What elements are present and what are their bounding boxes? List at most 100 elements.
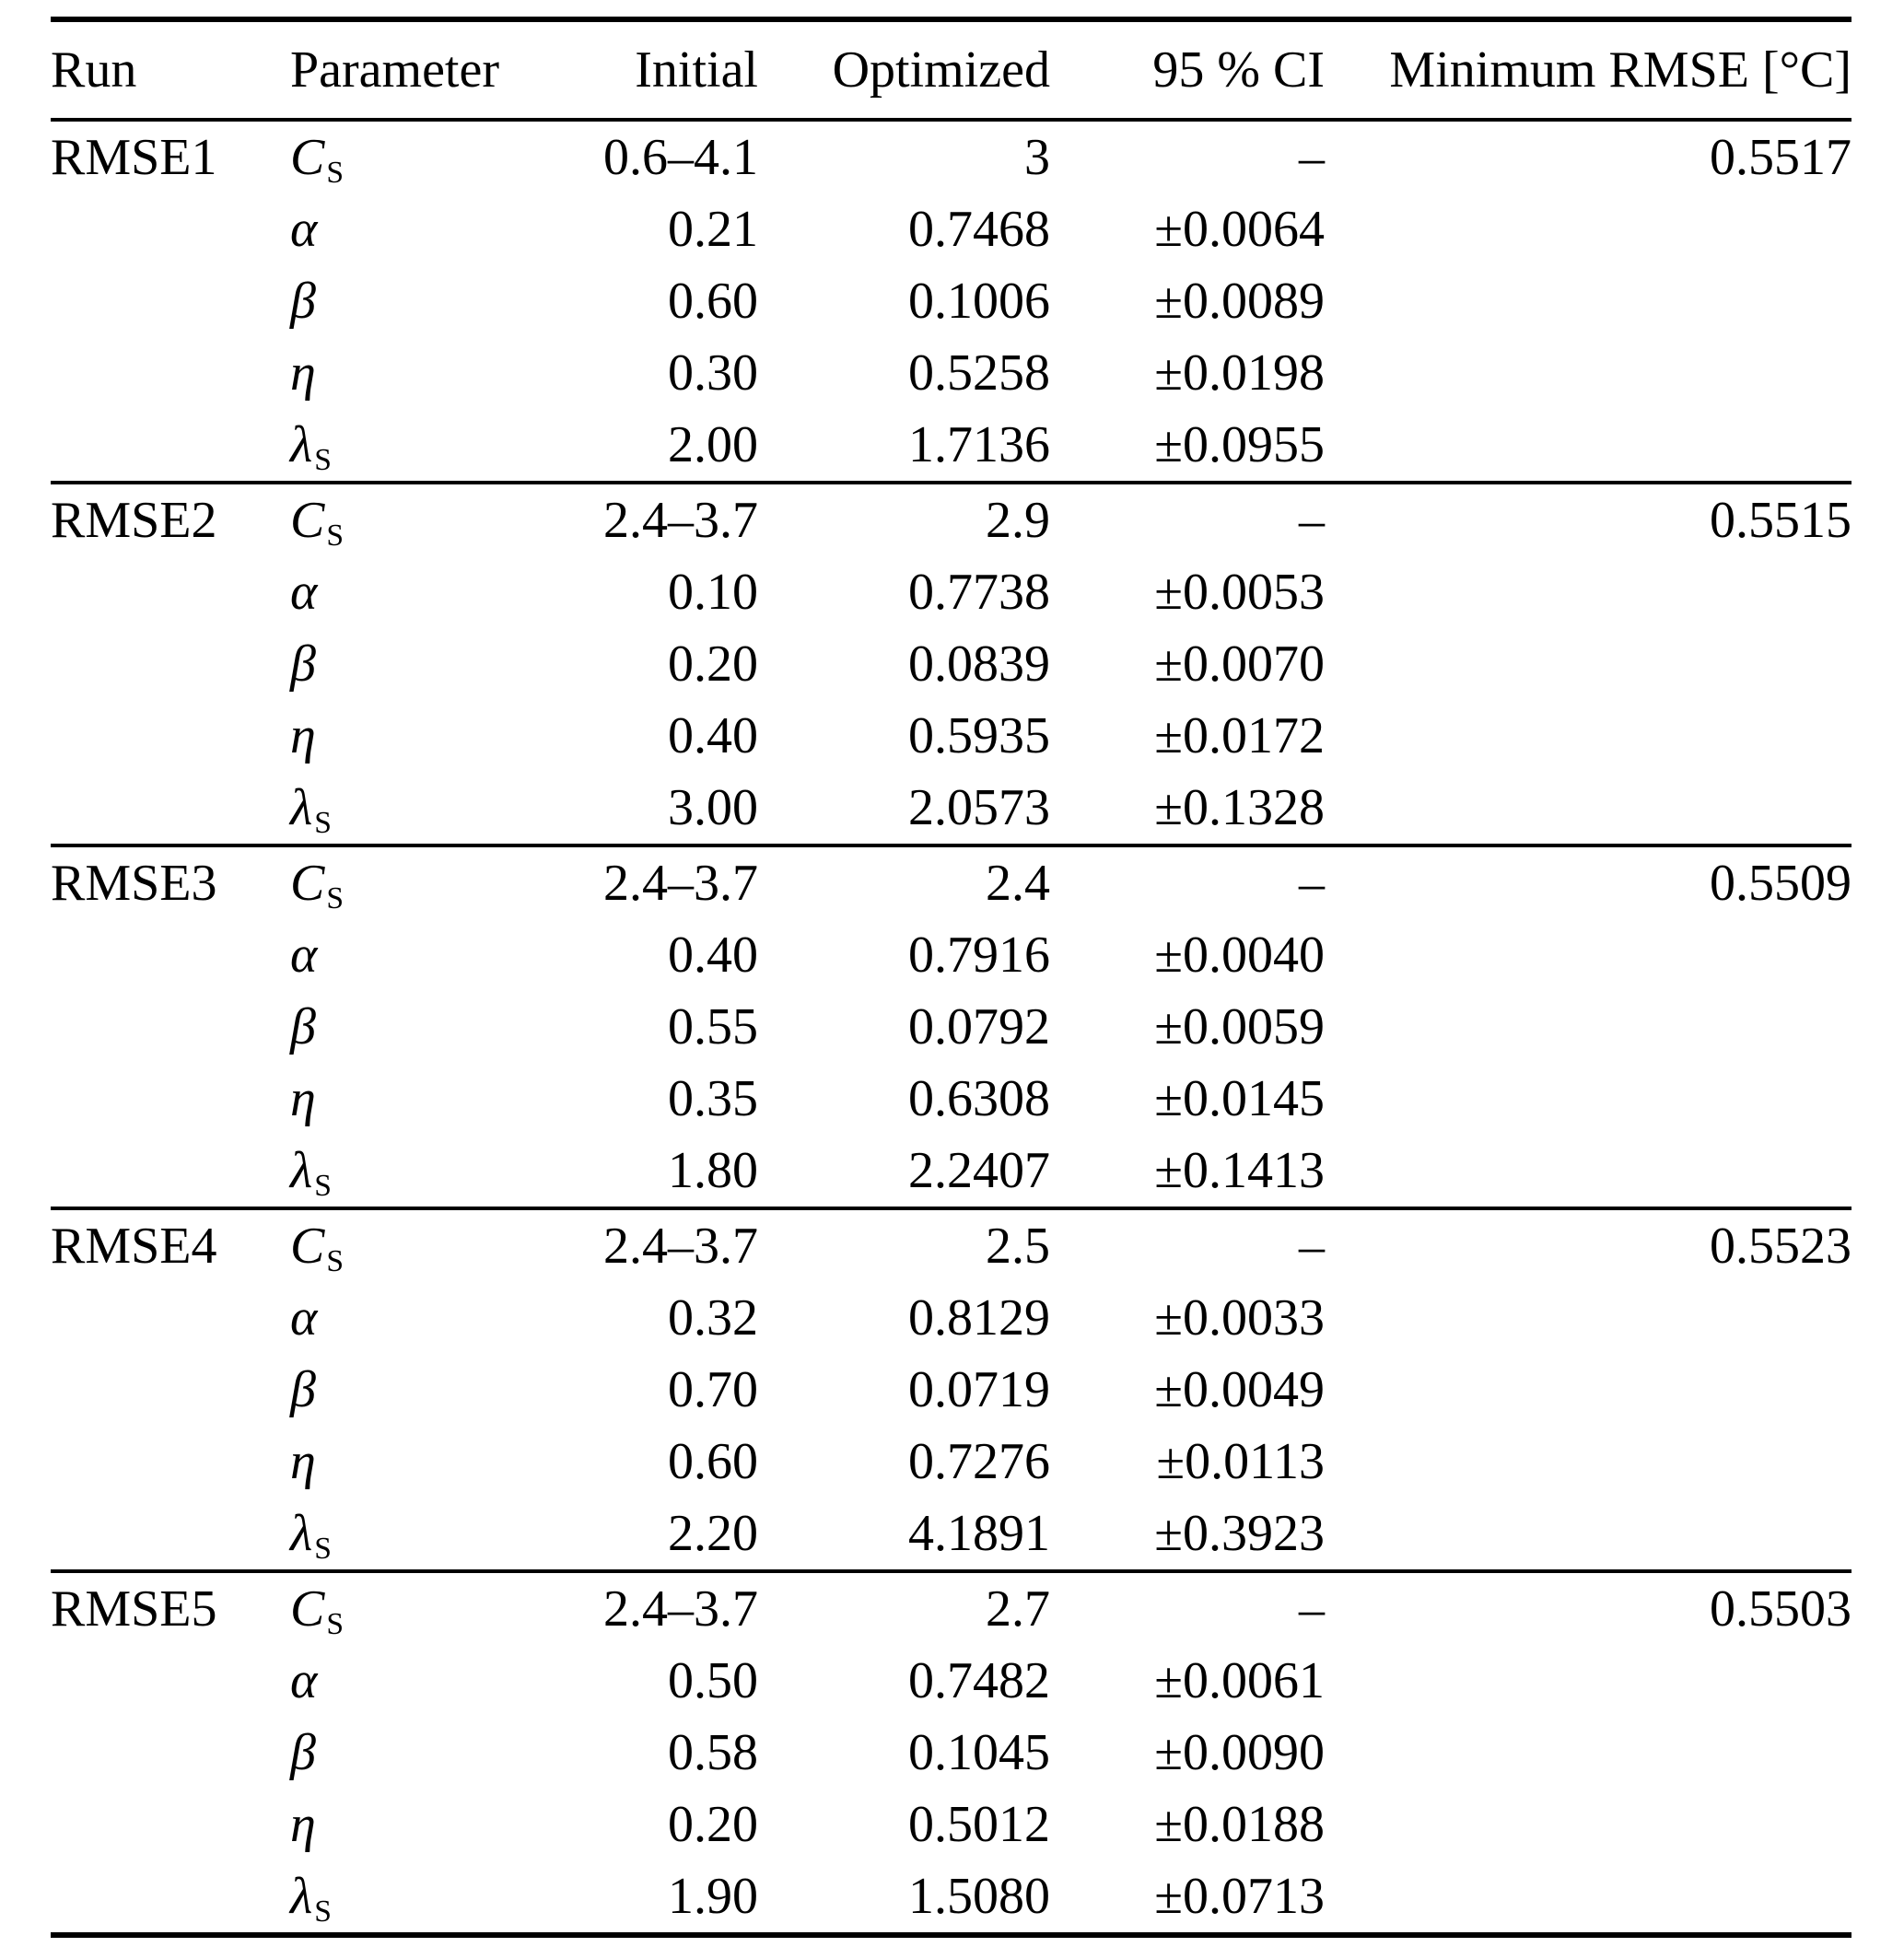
cell-min-rmse: 0.5503 xyxy=(1710,1580,1851,1638)
cell-ci: ±0.0089 xyxy=(1154,273,1325,330)
cell-ci: ±0.0053 xyxy=(1154,564,1325,621)
table-row: β 0.70 0.0719 ±0.0049 xyxy=(51,1354,1851,1426)
table-row: η 0.35 0.6308 ±0.0145 xyxy=(51,1063,1851,1135)
cell-ci: ±0.0145 xyxy=(1154,1070,1325,1127)
cell-optimized: 0.7482 xyxy=(908,1652,1050,1709)
cell-ci: – xyxy=(1299,129,1325,186)
cell-parameter: λS xyxy=(290,419,520,476)
cell-min-rmse: 0.5515 xyxy=(1710,492,1851,549)
cell-run: RMSE5 xyxy=(51,1580,217,1638)
table-row: RMSE2 CS 2.4–3.7 2.9 – 0.5515 xyxy=(51,484,1851,556)
header-rule xyxy=(51,118,1851,122)
cell-initial: 0.40 xyxy=(668,707,758,764)
table-row: η 0.30 0.5258 ±0.0198 xyxy=(51,337,1851,409)
cell-initial: 0.20 xyxy=(668,635,758,693)
cell-parameter: η xyxy=(290,1799,520,1850)
header-optimized: Optimized xyxy=(832,41,1050,99)
parameter-symbol: α xyxy=(290,1652,318,1709)
parameter-symbol: η xyxy=(290,1070,316,1127)
cell-ci: – xyxy=(1299,855,1325,912)
cell-parameter: η xyxy=(290,1073,520,1125)
cell-optimized: 0.0839 xyxy=(908,635,1050,693)
cell-run: RMSE1 xyxy=(51,129,217,186)
cell-initial: 0.32 xyxy=(668,1289,758,1347)
cell-parameter: λS xyxy=(290,1868,520,1928)
table-row: β 0.20 0.0839 ±0.0070 xyxy=(51,628,1851,700)
table-row: α 0.40 0.7916 ±0.0040 xyxy=(51,919,1851,991)
parameter-symbol: η xyxy=(290,1433,316,1490)
cell-initial: 1.80 xyxy=(668,1142,758,1199)
parameter-symbol: λ xyxy=(290,1868,313,1925)
cell-optimized: 0.7468 xyxy=(908,201,1050,258)
parameter-symbol: α xyxy=(290,201,318,258)
table-row: λS 3.00 2.0573 ±0.1328 xyxy=(51,772,1851,844)
parameter-symbol: β xyxy=(290,1361,316,1418)
cell-initial: 0.40 xyxy=(668,927,758,984)
cell-run: RMSE4 xyxy=(51,1218,217,1275)
table-row: η 0.40 0.5935 ±0.0172 xyxy=(51,700,1851,772)
cell-ci: ±0.0033 xyxy=(1154,1289,1325,1347)
cell-initial: 0.58 xyxy=(668,1724,758,1781)
cell-parameter: CS xyxy=(290,495,520,552)
cell-initial: 2.20 xyxy=(668,1505,758,1562)
cell-ci: ±0.3923 xyxy=(1154,1505,1325,1562)
cell-initial: 0.55 xyxy=(668,998,758,1055)
parameter-symbol: η xyxy=(290,707,316,764)
cell-initial: 3.00 xyxy=(668,779,758,836)
cell-initial: 2.4–3.7 xyxy=(603,855,758,912)
cell-ci: – xyxy=(1299,492,1325,549)
parameter-symbol: λ xyxy=(290,779,313,836)
cell-initial: 0.60 xyxy=(668,273,758,330)
cell-optimized: 0.1045 xyxy=(908,1724,1050,1781)
cell-ci: ±0.0040 xyxy=(1154,927,1325,984)
cell-ci: ±0.0064 xyxy=(1154,201,1325,258)
cell-optimized: 2.2407 xyxy=(908,1142,1050,1199)
parameter-subscript: S xyxy=(314,1895,332,1930)
parameter-symbol: η xyxy=(290,344,316,402)
cell-ci: ±0.0188 xyxy=(1154,1796,1325,1853)
parameter-symbol: α xyxy=(290,927,318,984)
cell-parameter: λS xyxy=(290,1145,520,1202)
run-section: RMSE1 CS 0.6–4.1 3 – 0.5517 α 0.21 0.746… xyxy=(51,122,1851,484)
cell-initial: 0.20 xyxy=(668,1796,758,1853)
table-row: α 0.10 0.7738 ±0.0053 xyxy=(51,556,1851,628)
cell-parameter: β xyxy=(290,638,520,690)
cell-ci: – xyxy=(1299,1218,1325,1275)
cell-ci: ±0.1328 xyxy=(1154,779,1325,836)
cell-ci: ±0.1413 xyxy=(1154,1142,1325,1199)
cell-ci: ±0.0113 xyxy=(1156,1433,1325,1490)
parameter-subscript: S xyxy=(326,881,345,916)
parameter-subscript: S xyxy=(326,1244,345,1279)
parameter-subscript: S xyxy=(314,1169,332,1204)
cell-ci: ±0.0198 xyxy=(1154,344,1325,402)
cell-ci: ±0.0059 xyxy=(1154,998,1325,1055)
run-section: RMSE3 CS 2.4–3.7 2.4 – 0.5509 α 0.40 0.7… xyxy=(51,847,1851,1210)
table-row: α 0.50 0.7482 ±0.0061 xyxy=(51,1645,1851,1717)
table-row: RMSE3 CS 2.4–3.7 2.4 – 0.5509 xyxy=(51,847,1851,919)
table-row: λS 1.90 1.5080 ±0.0713 xyxy=(51,1860,1851,1932)
cell-initial: 0.6–4.1 xyxy=(603,129,758,186)
table-row: η 0.60 0.7276 ±0.0113 xyxy=(51,1426,1851,1498)
cell-optimized: 2.7 xyxy=(986,1580,1050,1638)
cell-optimized: 0.5012 xyxy=(908,1796,1050,1853)
parameter-subscript: S xyxy=(314,443,332,478)
cell-ci: ±0.0713 xyxy=(1154,1868,1325,1925)
cell-optimized: 2.5 xyxy=(986,1218,1050,1275)
parameter-symbol: C xyxy=(290,1218,325,1275)
cell-initial: 0.10 xyxy=(668,564,758,621)
table-row: β 0.58 0.1045 ±0.0090 xyxy=(51,1717,1851,1789)
parameter-symbol: η xyxy=(290,1796,316,1853)
cell-optimized: 0.6308 xyxy=(908,1070,1050,1127)
header-initial: Initial xyxy=(635,41,758,99)
cell-ci: ±0.0061 xyxy=(1154,1652,1325,1709)
cell-parameter: η xyxy=(290,710,520,762)
parameter-symbol: C xyxy=(290,129,325,186)
cell-run: RMSE2 xyxy=(51,492,217,549)
cell-min-rmse: 0.5523 xyxy=(1710,1218,1851,1275)
table-top-rule xyxy=(51,17,1851,22)
cell-ci: ±0.0955 xyxy=(1154,416,1325,473)
cell-optimized: 0.0792 xyxy=(908,998,1050,1055)
cell-ci: ±0.0070 xyxy=(1154,635,1325,693)
table-row: α 0.21 0.7468 ±0.0064 xyxy=(51,193,1851,265)
table-row: RMSE4 CS 2.4–3.7 2.5 – 0.5523 xyxy=(51,1210,1851,1282)
